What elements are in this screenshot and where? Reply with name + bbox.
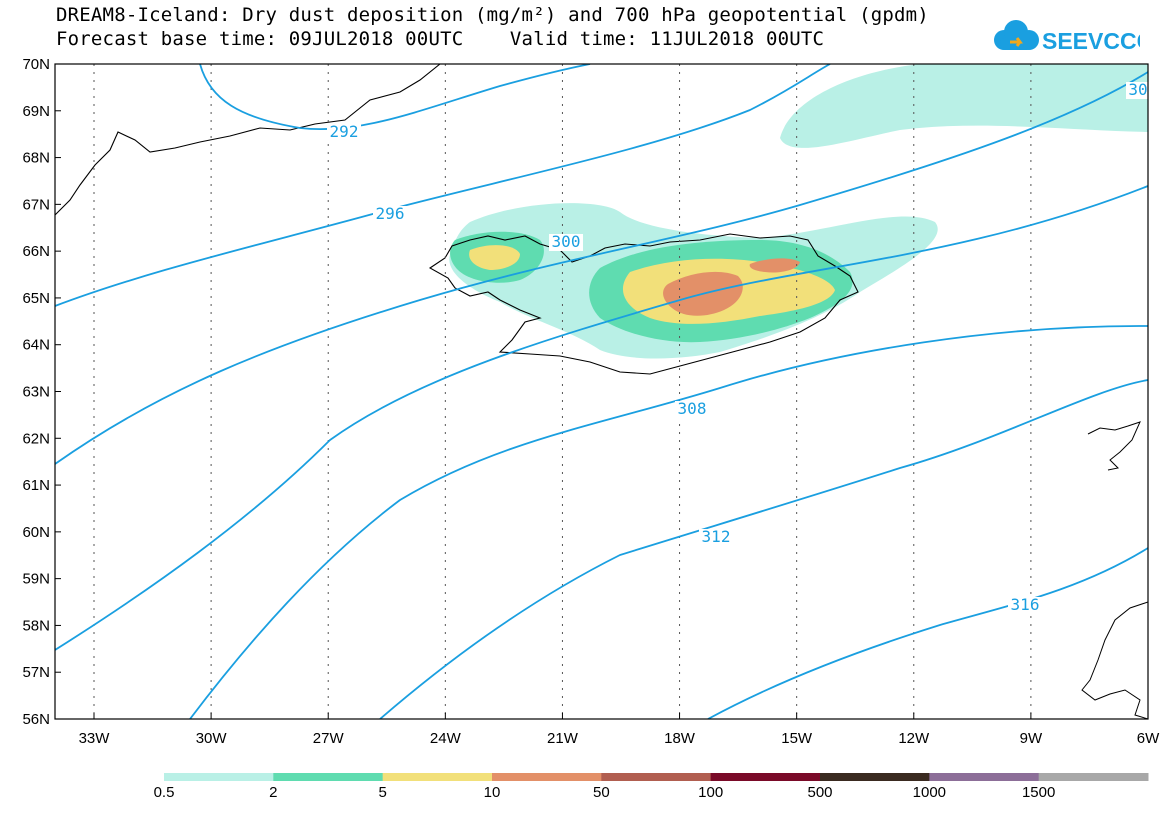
geopotential-isoline [55, 64, 831, 307]
lat-tick-label: 67N [22, 196, 50, 213]
forecast-times: Forecast base time: 09JUL2018 00UTC Vali… [56, 28, 825, 50]
lon-tick-label: 6W [1137, 730, 1160, 747]
lon-tick-label: 33W [79, 730, 111, 747]
colorbar-swatch [492, 773, 602, 781]
lon-tick-label: 9W [1020, 730, 1043, 747]
greenland-coastline [55, 64, 441, 216]
lat-tick-label: 66N [22, 243, 50, 260]
lon-tick-label: 30W [196, 730, 228, 747]
colorbar-swatch [820, 773, 930, 781]
colorbar-label: 2 [269, 784, 277, 801]
lon-tick-label: 12W [898, 730, 930, 747]
map-frame [54, 63, 1149, 720]
cloud-icon [994, 20, 1039, 50]
geopotential-isoline [379, 379, 1148, 719]
lat-tick-label: 58N [22, 617, 50, 634]
lat-tick-label: 61N [22, 477, 50, 494]
dust-area-low-northeast [780, 64, 1148, 148]
lat-tick-label: 59N [22, 571, 50, 588]
colorbar-swatch [601, 773, 712, 781]
lon-tick-label: 24W [430, 730, 462, 747]
colorbar-label: 500 [807, 784, 832, 801]
colorbar-swatch [382, 773, 493, 781]
faroe-coastline [1087, 421, 1141, 471]
dust-shading [449, 64, 1148, 359]
longitude-axis: 33W 30W 27W 24W 21W 18W 15W 12W 9W 6W [79, 713, 1160, 747]
isoline-label: 296 [376, 204, 405, 223]
colorbar-swatch [273, 773, 384, 781]
isoline-label-bg [699, 529, 733, 546]
colorbar-label: 1000 [913, 784, 946, 801]
geopotential-isoline [189, 325, 1148, 719]
lat-tick-label: 62N [22, 430, 50, 447]
isoline-label: 292 [330, 122, 359, 141]
geopotential-isoline [55, 185, 1148, 651]
isoline-label: 300 [552, 232, 581, 251]
colorbar-label: 0.5 [154, 784, 175, 801]
isoline-label-bg [675, 401, 709, 418]
scotland-coastline [1081, 601, 1148, 719]
lat-tick-label: 60N [22, 524, 50, 541]
geopotential-isoline [707, 547, 1148, 719]
graticule [93, 64, 1032, 719]
lat-tick-label: 64N [22, 337, 50, 354]
isoline-label: 316 [1011, 595, 1040, 614]
lat-tick-label: 68N [22, 150, 50, 167]
isoline-label: 30 [1128, 80, 1147, 99]
dust-area-high-north [749, 258, 800, 273]
lat-tick-label: 69N [22, 103, 50, 120]
colorbar-label: 1500 [1022, 784, 1055, 801]
colorbar: 0.5 2 5 10 50 100 500 1000 1500 [154, 773, 1149, 801]
colorbar-label: 50 [593, 784, 610, 801]
colorbar-label: 5 [378, 784, 386, 801]
lat-tick-label: 63N [22, 384, 50, 401]
colorbar-swatch [710, 773, 821, 781]
lat-tick-label: 70N [22, 56, 50, 73]
geopotential-isoline [199, 64, 591, 131]
geopotential-isolines [55, 64, 1148, 719]
isoline-label-bg [327, 124, 361, 141]
isoline-label-bg [1126, 82, 1150, 99]
colorbar-swatch [929, 773, 1040, 781]
lon-tick-label: 21W [547, 730, 579, 747]
map-title: DREAM8-Iceland: Dry dust deposition (mg/… [56, 4, 929, 26]
colorbar-label: 10 [484, 784, 501, 801]
seevccc-logo: SEEVCCC [994, 20, 1140, 54]
latitude-axis: 70N 69N 68N 67N 66N 65N 64N 63N 62N 61N 60N 59N 58N 5… [22, 56, 61, 728]
lon-tick-label: 27W [313, 730, 345, 747]
colorbar-swatch [164, 773, 274, 781]
isoline-label-bg [549, 234, 583, 251]
dust-area-medium-west [469, 245, 520, 270]
geopotential-isoline [55, 71, 1148, 465]
isoline-label: 312 [702, 527, 731, 546]
lon-tick-label: 18W [664, 730, 696, 747]
lon-tick-label: 15W [781, 730, 813, 747]
colorbar-label: 100 [698, 784, 723, 801]
lat-tick-label: 57N [22, 664, 50, 681]
isoline-label: 308 [678, 399, 707, 418]
isoline-label-bg [1008, 597, 1042, 614]
colorbar-swatch [1038, 773, 1149, 781]
isoline-label-bg [373, 206, 407, 223]
isoline-labels: 292 296 300 308 312 316 30 [327, 80, 1150, 614]
lat-tick-label: 65N [22, 290, 50, 307]
lat-tick-label: 56N [22, 711, 50, 728]
logo-text: SEEVCCC [1042, 28, 1140, 54]
